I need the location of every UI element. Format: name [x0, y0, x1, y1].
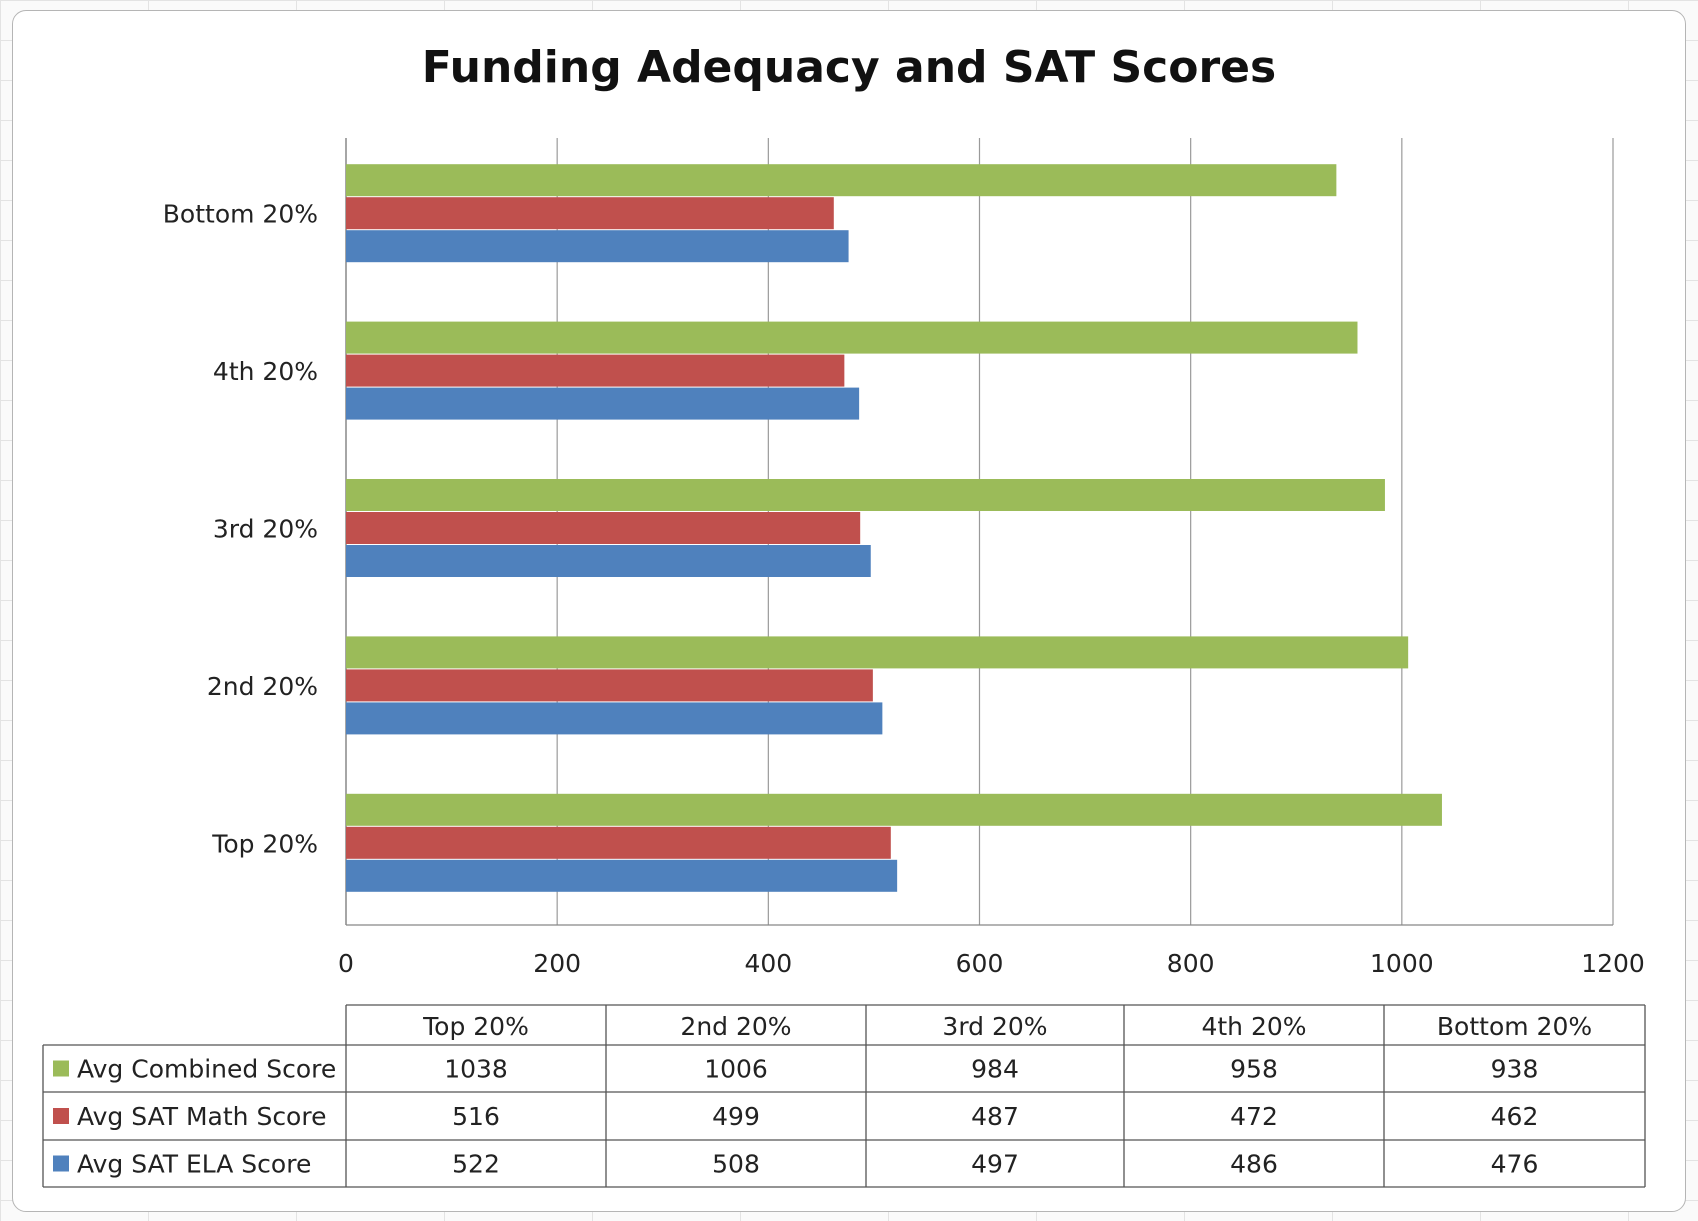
bar — [346, 230, 849, 263]
table-cell: 938 — [1491, 1055, 1539, 1084]
table-cell: 958 — [1230, 1055, 1278, 1084]
table-header: Top 20% — [422, 1012, 529, 1041]
table-cell: 508 — [712, 1150, 760, 1179]
x-tick-label: 0 — [338, 949, 354, 978]
bar — [346, 669, 873, 702]
table-header: 2nd 20% — [680, 1012, 791, 1041]
category-label: 3rd 20% — [213, 515, 318, 544]
table-cell: 497 — [971, 1150, 1019, 1179]
table-cell: 984 — [971, 1055, 1019, 1084]
legend-key — [53, 1108, 69, 1124]
bar — [346, 859, 898, 892]
bar — [346, 354, 845, 387]
legend-key — [53, 1060, 69, 1077]
x-tick-label: 400 — [744, 949, 792, 978]
x-tick-label: 1200 — [1581, 949, 1645, 978]
category-label: 4th 20% — [213, 357, 318, 386]
table-header: 3rd 20% — [942, 1012, 1047, 1041]
x-tick-label: 800 — [1167, 949, 1215, 978]
bar — [346, 793, 1442, 826]
table-cell: 472 — [1230, 1102, 1278, 1131]
table-cell: 476 — [1491, 1150, 1539, 1179]
table-cell: 487 — [971, 1102, 1019, 1131]
bar — [346, 545, 871, 577]
table-cell: 499 — [712, 1102, 760, 1131]
category-label: 2nd 20% — [207, 672, 318, 701]
legend-label: Avg Combined Score — [77, 1055, 336, 1084]
table-header: Bottom 20% — [1437, 1012, 1592, 1041]
bar — [346, 479, 1385, 511]
bar — [346, 512, 861, 544]
category-label: Top 20% — [211, 829, 318, 858]
x-tick-label: 200 — [533, 949, 581, 978]
table-cell: 522 — [452, 1150, 500, 1179]
x-tick-label: 1000 — [1370, 949, 1434, 978]
table-cell: 1038 — [444, 1055, 508, 1084]
bar — [346, 826, 891, 859]
legend-label: Avg SAT Math Score — [77, 1102, 326, 1131]
table-cell: 516 — [452, 1102, 500, 1131]
category-label: Bottom 20% — [163, 200, 318, 229]
bar — [346, 197, 834, 230]
chart-title: Funding Adequacy and SAT Scores — [421, 42, 1277, 93]
chart-area[interactable] — [12, 10, 1686, 1212]
table-header: 4th 20% — [1201, 1012, 1306, 1041]
legend-label: Avg SAT ELA Score — [77, 1150, 311, 1179]
table-cell: 1006 — [704, 1055, 768, 1084]
legend-key — [53, 1155, 69, 1172]
table-cell: 462 — [1491, 1102, 1539, 1131]
x-tick-label: 600 — [956, 949, 1004, 978]
table-cell: 486 — [1230, 1150, 1278, 1179]
bar — [346, 702, 883, 735]
bar — [346, 321, 1358, 354]
bar — [346, 164, 1337, 197]
bar — [346, 387, 860, 420]
bar — [346, 636, 1409, 669]
